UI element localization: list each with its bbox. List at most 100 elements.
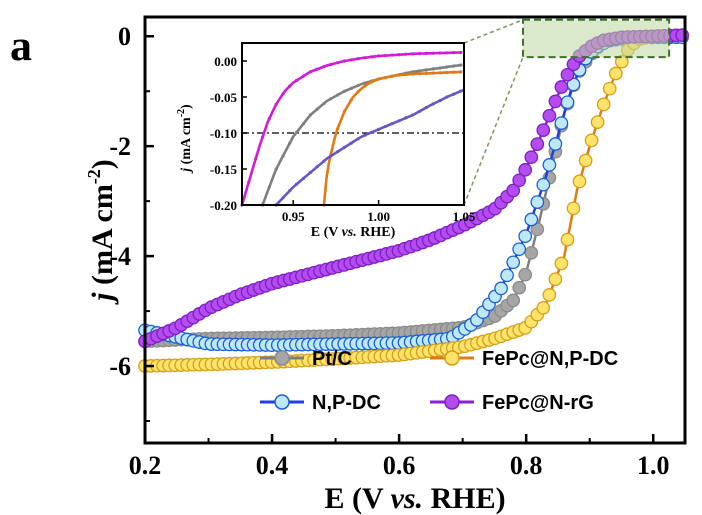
x-tick-label: 0.8 [510, 451, 543, 480]
inset-frame [241, 42, 465, 206]
inset-series-point-fepc-n-rg [281, 92, 285, 96]
inset-series-layer [240, 50, 464, 207]
series-point-fepc-n-rg [548, 94, 563, 109]
inset-series-point-pt-c [342, 89, 347, 93]
inset-series-point-fepc-n-rg [336, 61, 340, 65]
inset-series-point-n-p-dc [404, 116, 408, 120]
inset-series-point-fepc-n-p-dc [445, 70, 449, 75]
inset-series-point-n-p-dc [301, 176, 306, 180]
inset-series-point-fepc-n-p-dc [377, 77, 381, 81]
panel-letter: a [10, 21, 32, 70]
inset-series-point-pt-c [452, 64, 456, 68]
legend-marker-fepc-n-rg [444, 394, 460, 410]
inset-series-point-n-p-dc [342, 145, 347, 149]
inset-series-point-fepc-n-rg [452, 51, 456, 55]
inset-y-tick-label: -0.15 [210, 162, 238, 177]
inset-series-point-fepc-n-rg [438, 51, 442, 55]
inset-series-point-n-p-dc [390, 122, 394, 126]
inset-series-point-pt-c [301, 122, 306, 126]
inset-y-tick-label: -0.10 [210, 126, 237, 141]
inset-series-point-fepc-n-p-dc [411, 72, 415, 76]
inset-series-point-fepc-n-p-dc [459, 70, 463, 74]
inset-series-point-fepc-n-p-dc [452, 70, 456, 74]
series-point-pt-c [506, 293, 521, 308]
legend-label-fepc-n-p-dc: FePc@N,P-DC [482, 348, 618, 370]
legend-label-pt-c: Pt/C [312, 348, 352, 370]
inset-series-point-pt-c [459, 63, 463, 67]
inset-series-point-fepc-n-rg [418, 52, 422, 56]
x-tick-label: 1.0 [637, 451, 670, 480]
inset-series-point-n-p-dc [424, 105, 428, 110]
legend-label-fepc-n-rg: FePc@N-rG [482, 392, 594, 414]
inset-series-point-fepc-n-rg [383, 53, 387, 58]
series-point-n-p-dc [500, 268, 514, 283]
series-point-pt-c [530, 222, 545, 237]
inset-series-point-n-p-dc [445, 95, 449, 99]
inset-series-point-fepc-n-rg [349, 58, 353, 62]
main-plot-frame [143, 15, 687, 445]
inset-series-point-pt-c [418, 69, 422, 73]
series-point-fepc-n-rg [554, 80, 569, 94]
inset-series-point-fepc-n-rg [308, 70, 312, 74]
inset-series-point-n-p-dc [295, 182, 299, 186]
inset-series-point-n-p-dc [438, 98, 442, 103]
inset-series-point-pt-c [295, 130, 299, 134]
inset-series-point-fepc-n-rg [295, 78, 299, 82]
inset-series-point-n-p-dc [383, 124, 387, 129]
inset-y-tick-label: 0.00 [214, 54, 237, 69]
inset-series-point-fepc-n-rg [404, 52, 408, 56]
inset-series-point-pt-c [281, 154, 285, 158]
x-tick-label: 0.4 [256, 451, 289, 480]
inset-series-point-fepc-n-rg [390, 53, 394, 57]
inset-series-point-pt-c [431, 67, 435, 71]
zoom-box-rect [522, 18, 671, 59]
inset-series-point-fepc-n-rg [363, 56, 367, 60]
inset-series-point-pt-c [308, 113, 312, 117]
inset-series-point-fepc-n-rg [315, 67, 319, 71]
inset-series-point-fepc-n-rg [397, 53, 401, 57]
series-point-fepc-n-p-dc [536, 300, 551, 315]
main-y-axis-title: j (mA cm-2) [84, 159, 119, 305]
inset-series-point-fepc-n-p-dc [397, 73, 401, 77]
inset-series-point-fepc-n-rg [322, 65, 326, 69]
inset-series-point-n-p-dc [349, 141, 353, 145]
inset-series-point-fepc-n-rg [424, 51, 428, 56]
series-point-fepc-n-p-dc [566, 201, 581, 216]
series-point-n-p-dc [548, 137, 563, 151]
inset-series-point-n-p-dc [288, 189, 292, 193]
series-point-fepc-n-rg [518, 162, 533, 177]
inset-series-point-fepc-n-rg [445, 51, 449, 55]
series-point-fepc-n-p-dc [560, 232, 575, 247]
inset-series-point-fepc-n-rg [459, 50, 463, 55]
inset-series-point-pt-c [288, 141, 292, 145]
inset-axis-ticks: 0.95 1.00 1.05 0.00 -0.05 -0.10 -0.15 -0.20 [210, 54, 476, 224]
legend: Pt/C FePc@N,P-DC N,P-DC FePc@N-rG [260, 348, 618, 414]
inset-series-point-n-p-dc [281, 196, 285, 200]
inset-series-point-n-p-dc [418, 109, 422, 113]
inset-series-point-fepc-n-rg [274, 102, 278, 106]
inset-chart: 0.95 1.00 1.05 0.00 -0.05 -0.10 -0.15 -0.20 E (… [176, 42, 476, 240]
series-point-fepc-n-p-dc [578, 153, 593, 168]
inset-series-point-n-p-dc [336, 150, 340, 154]
x-tick-label: 0.2 [129, 451, 162, 480]
inset-series-point-fepc-n-rg [247, 180, 251, 184]
series-point-fepc-n-p-dc [602, 81, 617, 96]
series-point-n-p-dc [542, 158, 557, 172]
x-tick-label: 0.6 [383, 451, 416, 480]
series-point-pt-c [518, 267, 533, 282]
inset-series-point-n-p-dc [452, 92, 456, 96]
legend-marker-fepc-n-p-dc [444, 350, 460, 366]
series-point-fepc-n-p-dc [596, 97, 611, 112]
inset-series-point-pt-c [315, 107, 319, 111]
inset-series-point-fepc-n-p-dc [404, 72, 408, 77]
inset-series-point-pt-c [438, 66, 442, 70]
inset-series-point-n-p-dc [308, 171, 312, 175]
series-point-fepc-n-rg [512, 173, 527, 188]
inset-series-point-n-p-dc [377, 127, 381, 131]
zoom-region-box [463, 18, 671, 206]
series-point-fepc-n-p-dc [548, 272, 563, 287]
inset-series-point-fepc-n-rg [301, 74, 306, 78]
inset-series-point-n-p-dc [363, 133, 367, 137]
series-point-fepc-n-p-dc [608, 66, 623, 81]
